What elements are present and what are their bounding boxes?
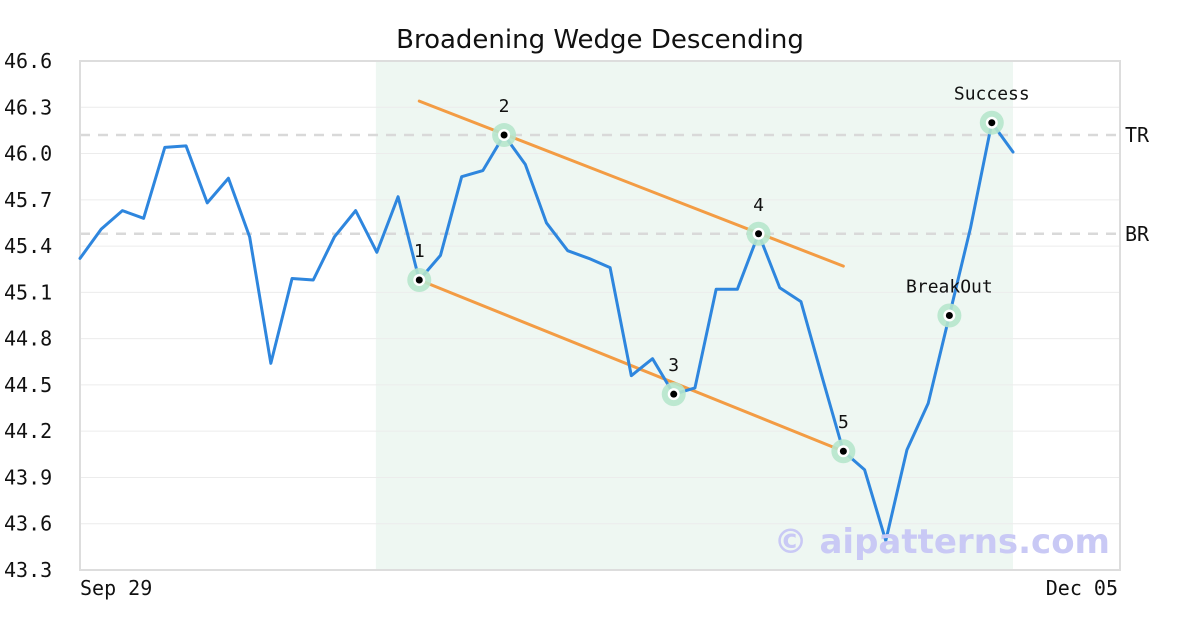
reference-label-tr: TR: [1125, 123, 1150, 147]
point-marker: [988, 119, 996, 127]
point-label: 4: [753, 195, 764, 216]
trendline: [417, 278, 845, 453]
point-marker: [415, 276, 423, 284]
y-tick-label: 44.8: [4, 327, 52, 351]
point-label: 5: [838, 412, 849, 433]
pattern-region: [375, 61, 1013, 570]
point-marker: [945, 312, 953, 319]
reference-lines-layer: TR BR: [80, 123, 1150, 246]
reference-label-br: BR: [1125, 222, 1150, 246]
y-tick-label: 43.3: [4, 558, 52, 582]
price-line: [78, 121, 1015, 543]
trendline: [417, 99, 845, 268]
y-tick-label: 46.3: [4, 95, 52, 119]
point-marker: [839, 447, 847, 455]
point-label: Success: [954, 84, 1030, 105]
y-tick-label: 46.0: [4, 142, 52, 166]
y-tick-label: 45.4: [4, 234, 52, 258]
point-label: 2: [499, 96, 510, 117]
chart-title: Broadening Wedge Descending: [396, 25, 804, 55]
point-label: 3: [668, 355, 679, 376]
point-label: BreakOut: [906, 277, 993, 298]
y-tick-label: 43.6: [4, 512, 52, 536]
watermark: © aipatterns.com: [774, 522, 1110, 562]
y-tick-label: 45.1: [4, 280, 52, 304]
x-tick-end: Dec 05: [1046, 576, 1118, 600]
y-tick-label: 45.7: [4, 188, 52, 212]
pattern-points-layer: 1 2 3 4 5 BreakOut Success: [407, 84, 1030, 464]
pattern-region-layer: [375, 61, 1013, 570]
y-tick-label: 46.6: [4, 49, 52, 73]
plot-frame: [79, 60, 1121, 571]
price-line-layer: [78, 121, 1015, 543]
point-label: 1: [414, 241, 425, 262]
y-tick-label: 44.5: [4, 373, 52, 397]
y-tick-label: 43.9: [4, 465, 52, 489]
trendlines-layer: [417, 99, 845, 453]
point-marker: [755, 230, 763, 238]
y-tick-label: 44.2: [4, 419, 52, 443]
point-marker: [500, 131, 508, 139]
point-marker: [670, 390, 678, 398]
x-tick-start: Sep 29: [80, 576, 152, 600]
y-ticks-layer: 46.6 46.3 46.0 45.7 45.4 45.1 44.8 44.5 44.2 43.9…: [4, 49, 52, 582]
